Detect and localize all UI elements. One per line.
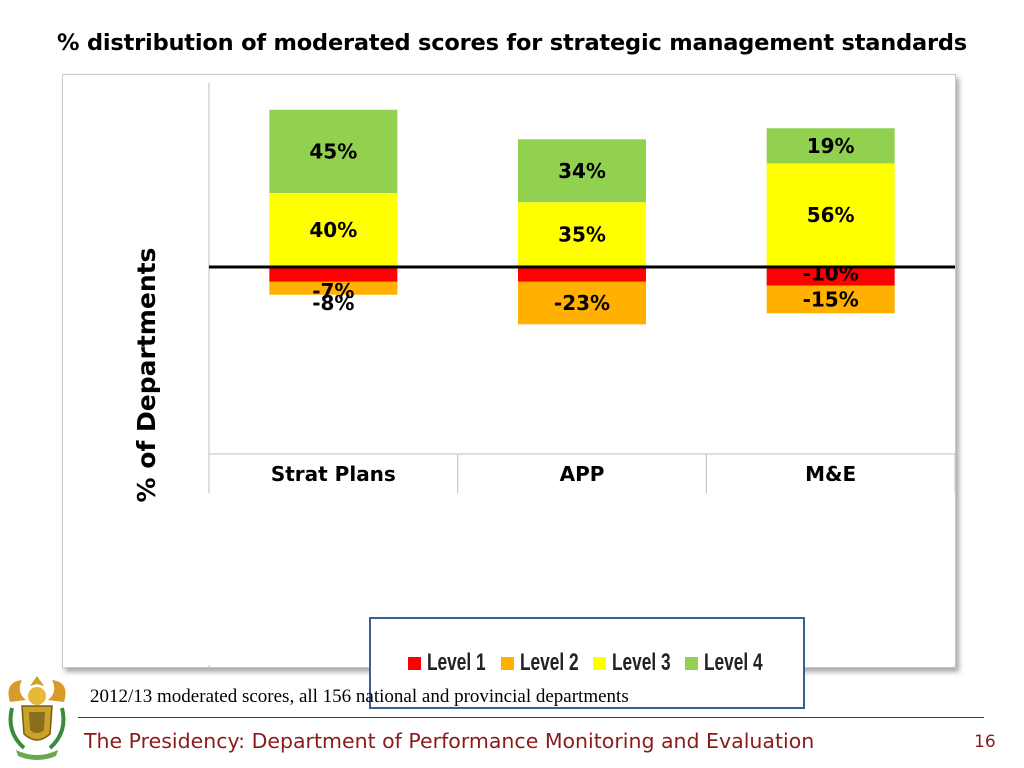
data-label: -23% [554, 291, 610, 315]
chart-frame: -8%-7%40%45%Strat Plans-8%-23%35%34%APP-… [62, 74, 956, 709]
data-label: -7% [312, 279, 354, 303]
coat-of-arms-icon [2, 672, 72, 768]
footer-divider [78, 717, 984, 718]
category-label: Strat Plans [271, 462, 396, 486]
bar-level-4-strat-plans [269, 109, 398, 193]
bar-level-4-app [518, 139, 646, 203]
footer-organization: The Presidency: Department of Performanc… [84, 729, 815, 753]
slide-caption: 2012/13 moderated scores, all 156 nation… [90, 686, 629, 707]
legend-label: Level 2 [519, 649, 579, 676]
data-label: 34% [558, 159, 606, 183]
data-label: 40% [309, 218, 357, 242]
bar-level-4-m-e [766, 128, 895, 164]
slide-title: % distribution of moderated scores for s… [57, 30, 967, 56]
data-label: -8% [312, 291, 354, 315]
bar-level-2-app [518, 281, 646, 325]
legend-swatch [685, 656, 699, 670]
category-label: APP [560, 462, 605, 486]
y-axis-label: % of Departments [132, 248, 161, 503]
legend-swatch [500, 656, 514, 670]
category-label: M&E [805, 462, 856, 486]
data-label: 56% [807, 203, 855, 227]
legend-item: Level 3 [593, 649, 673, 677]
data-label: 45% [309, 139, 357, 163]
legend-label: Level 4 [704, 649, 763, 676]
legend-item: Level 2 [500, 649, 581, 677]
page-number: 16 [974, 732, 996, 752]
bar-level-2-m-e [766, 285, 895, 314]
bar-level-3-m-e [766, 163, 895, 267]
data-label: -15% [803, 287, 859, 311]
bar-level-3-strat-plans [269, 193, 398, 267]
legend-swatch [408, 656, 422, 670]
legend-item: Level 4 [685, 649, 765, 677]
legend-swatch [593, 656, 606, 670]
stacked-bar-chart: -8%-7%40%45%Strat Plans-8%-23%35%34%APP-… [132, 83, 955, 667]
legend-label: Level 1 [427, 649, 486, 676]
legend-label: Level 3 [612, 649, 671, 676]
bar-level-1-m-e [766, 267, 895, 286]
legend-item: Level 1 [408, 649, 488, 677]
bar-level-2-strat-plans [269, 281, 398, 295]
chart-legend: Level 1 Level 2 Level 3 Level 4 [369, 617, 805, 709]
bar-level-3-app [518, 202, 646, 267]
bar-level-1-strat-plans [269, 267, 398, 282]
data-label: 19% [807, 134, 855, 158]
data-label: 35% [558, 223, 606, 247]
bar-level-1-app [518, 267, 646, 282]
